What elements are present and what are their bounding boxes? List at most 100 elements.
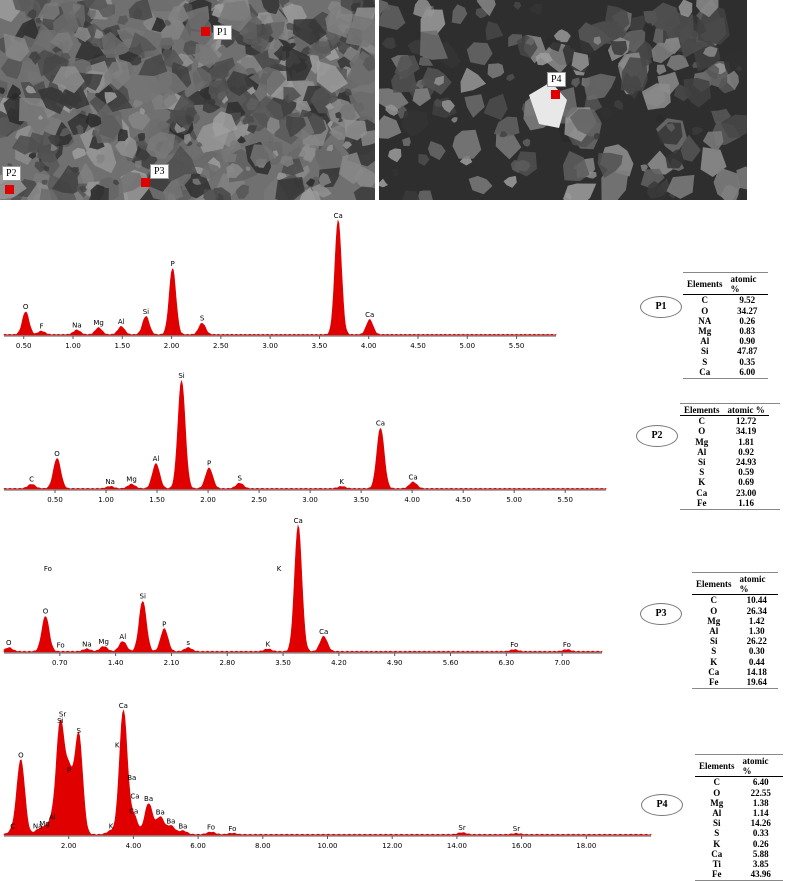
value-cell: 1.16	[738, 497, 754, 508]
value-cell: 1.14	[752, 808, 769, 819]
table-header-elements: Elements	[695, 756, 739, 778]
table-row: Ca 23.00	[680, 488, 769, 498]
peak-label: Sr	[513, 825, 520, 833]
table-row: O 34.19	[680, 426, 769, 436]
point-label-p4: P4	[547, 72, 566, 87]
x-tick-label: 2.80	[219, 659, 235, 667]
spectrum-p4-plot: 2.00 4.00 6.00 8.00 10.00 12.00 14.00 16.00 18.0…	[3, 702, 652, 850]
table-rule-bottom	[680, 509, 780, 511]
table-row: Ca 14.18	[692, 667, 778, 677]
element-cell: Al	[709, 626, 719, 637]
value-cell: 0.33	[752, 828, 769, 839]
x-tick-label: 3.50	[312, 342, 328, 350]
peak-label: Al	[118, 318, 125, 326]
table-row: O 22.55	[695, 788, 783, 798]
x-tick-label: 4.00	[126, 842, 142, 850]
element-cell: Si	[697, 457, 706, 468]
table-row: Ca 5.88	[695, 849, 783, 859]
value-cell: 0.69	[738, 477, 754, 488]
point-oval-p2: P2	[636, 425, 678, 447]
point-oval-p4: P4	[641, 794, 683, 816]
table-row: C 10.44	[692, 595, 778, 606]
x-tick-label: 12.00	[382, 842, 402, 850]
table-p2: Elements atomic % C 12.72 O 34.19 Mg 1.81 Al 0.92…	[680, 403, 780, 511]
peak-label: Na	[105, 478, 115, 486]
element-cell: C	[698, 416, 706, 427]
value-cell: 0.59	[738, 467, 754, 478]
table-p4: Elements atomic % C 6.40 O 22.55 Mg 1.38 Al 1.14 S…	[695, 754, 783, 881]
element-cell: C	[701, 295, 709, 306]
peak-label: C	[29, 476, 34, 484]
element-cell: Si	[700, 346, 709, 357]
peak-label: Na	[33, 822, 43, 830]
x-tick-label: 14.00	[447, 842, 467, 850]
element-cell: O	[698, 426, 706, 437]
x-tick-label: 3.50	[275, 659, 291, 667]
table-header-elements: Elements	[683, 274, 727, 296]
element-cell: O	[713, 787, 721, 798]
spectrum-area	[3, 524, 603, 653]
peak-label: Fo	[207, 824, 215, 832]
value-cell: 26.22	[746, 636, 767, 647]
value-cell: 26.34	[746, 605, 767, 616]
element-cell: Ca	[699, 366, 711, 377]
peak-label: Al	[119, 633, 126, 641]
table-rule-bottom	[683, 378, 768, 380]
peak-label: Ba	[127, 774, 136, 782]
table-row: K 0.26	[695, 839, 783, 849]
peak-label: S	[200, 315, 205, 323]
peak-label: O	[43, 608, 49, 616]
value-cell: 14.26	[750, 818, 771, 829]
table-rule-bottom	[692, 688, 778, 690]
peak-label: Ca	[365, 311, 374, 319]
x-tick-label: 5.50	[509, 342, 525, 350]
table-row: Fe 19.64	[692, 677, 778, 687]
peak-label: K	[109, 822, 114, 830]
value-cell: 23.00	[736, 487, 757, 498]
peak-label: K	[266, 640, 271, 648]
table-row: C 12.72	[680, 416, 769, 427]
table-row: Ca 6.00	[683, 367, 768, 377]
element-cell: O	[701, 305, 709, 316]
value-cell: 19.64	[746, 677, 767, 688]
x-tick-label: 7.00	[554, 659, 570, 667]
table-header-atomic: atomic %	[738, 756, 783, 778]
table-row: S 0.35	[683, 357, 768, 367]
peak-label: P	[67, 766, 71, 774]
point-oval-p3: P3	[640, 603, 682, 625]
table-rule-top	[692, 572, 778, 573]
x-tick-label: 4.90	[387, 659, 403, 667]
x-tick-label: 3.50	[353, 496, 369, 504]
table-p1: Elements atomic % C 9.52 O 34.27 NA 0.26 Mg 0.83 A…	[683, 272, 768, 380]
x-tick-label: 2.00	[61, 842, 77, 850]
sem-image-right: P4	[379, 0, 747, 200]
table-row: Mg 1.42	[692, 616, 778, 626]
peak-label: F	[39, 323, 43, 331]
element-cell: O	[710, 605, 718, 616]
table-header-elements: Elements	[680, 405, 724, 417]
spectrum-p2-plot: 0.50 1.00 1.50 2.00 2.50 3.00 3.50 4.00 4.50 5.00…	[3, 372, 607, 504]
peak-label: Fo	[228, 825, 236, 833]
sem-texture-left	[0, 0, 375, 200]
element-cell: Ti	[712, 859, 721, 870]
element-cell: S	[714, 828, 720, 839]
peak-label: Si	[140, 593, 146, 601]
element-cell: Al	[700, 336, 710, 347]
spectrum-p3: 0.70 1.40 2.10 2.80 3.50 4.20 4.90 5.60 6.30 7.00…	[0, 510, 606, 670]
table-row: S 0.59	[680, 467, 769, 477]
point-label-p2: P2	[2, 166, 21, 181]
element-cell: K	[713, 838, 721, 849]
table-row: Mg 0.83	[683, 326, 768, 336]
value-cell: 10.44	[746, 595, 767, 606]
table-row: Si 14.26	[695, 818, 783, 828]
peak-label: P	[170, 260, 174, 268]
table-p3: Elements atomic % C 10.44 O 26.34 Mg 1.42 Al 1.30…	[692, 572, 778, 690]
value-cell: 34.19	[736, 426, 757, 437]
peak-label: Si	[178, 372, 184, 380]
value-cell: 1.81	[738, 436, 754, 447]
sem-image-left: P1 P2 P3	[0, 0, 375, 200]
x-tick-label: 0.70	[52, 659, 68, 667]
x-tick-label: 4.50	[455, 496, 471, 504]
value-cell: 47.87	[737, 346, 758, 357]
peak-label: Al	[49, 814, 56, 822]
